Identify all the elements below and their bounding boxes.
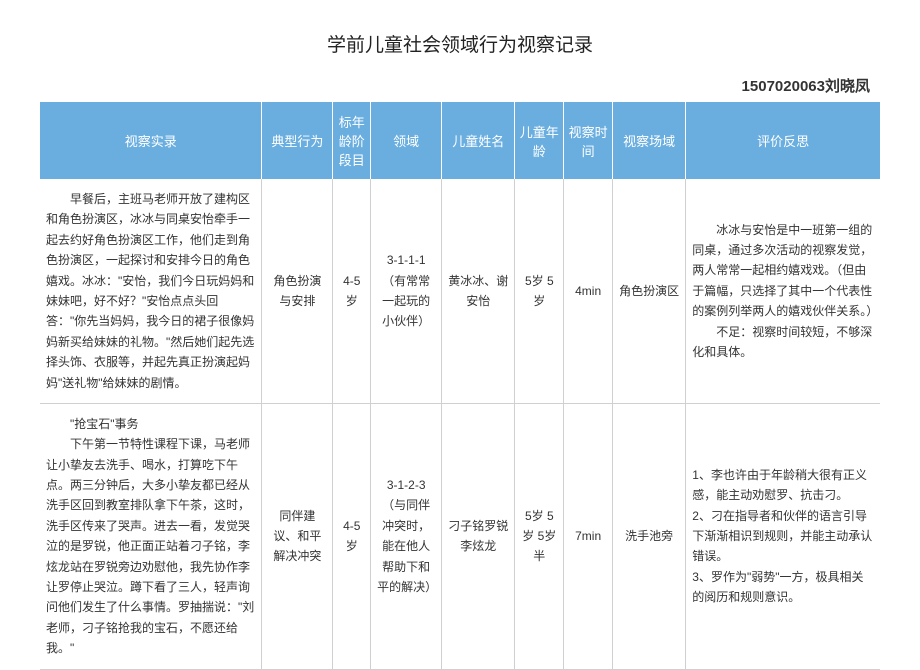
- reflect-p1: 冰冰与安怡是中一班第一组的同桌，通过多次活动的视察发觉，两人常常一起相约嬉戏戏。…: [692, 220, 874, 322]
- observe-body: 下午第一节特性课程下课，马老师让小挚友去洗手、喝水，打算吃下午点。两三分钟后，大…: [46, 434, 255, 658]
- header-row: 视察实录 典型行为 标年龄阶段目 领域 儿童姓名 儿童年龄 视察时间 视察场域 …: [40, 102, 880, 179]
- table-row: 早餐后，主班马老师开放了建构区和角色扮演区，冰冰与同桌安怡牵手一起去约好角色扮演…: [40, 179, 880, 403]
- cell-child-name: 刁子铭罗锐李炫龙: [442, 403, 515, 669]
- header-age-stage: 标年龄阶段目: [333, 102, 371, 179]
- header-reflect: 评价反思: [686, 102, 880, 179]
- header-place: 视察场域: [613, 102, 686, 179]
- reflect-l3: 3、罗作为"弱势"一方，极具相关的阅历和规则意识。: [692, 567, 874, 608]
- header-child-name: 儿童姓名: [442, 102, 515, 179]
- reflect-p2: 不足：视察时间较短，不够深化和具体。: [692, 322, 874, 363]
- cell-age-stage: 4-5岁: [333, 179, 371, 403]
- cell-behavior: 同伴建议、和平解决冲突: [262, 403, 333, 669]
- cell-child-age: 5岁 5岁: [515, 179, 564, 403]
- observation-table: 视察实录 典型行为 标年龄阶段目 领域 儿童姓名 儿童年龄 视察时间 视察场域 …: [40, 102, 880, 670]
- cell-observe: 早餐后，主班马老师开放了建构区和角色扮演区，冰冰与同桌安怡牵手一起去约好角色扮演…: [40, 179, 262, 403]
- header-domain: 领域: [371, 102, 442, 179]
- cell-child-age: 5岁 5岁 5岁半: [515, 403, 564, 669]
- cell-behavior: 角色扮演与安排: [262, 179, 333, 403]
- cell-child-name: 黄冰冰、谢安怡: [442, 179, 515, 403]
- author-line: 1507020063刘晓凤: [40, 75, 880, 96]
- observe-title: "抢宝石"事务: [46, 414, 255, 434]
- cell-place: 洗手池旁: [613, 403, 686, 669]
- cell-reflect: 1、李也许由于年龄稍大很有正义感，能主动劝慰罗、抗击刁。 2、刁在指导者和伙伴的…: [686, 403, 880, 669]
- header-behavior: 典型行为: [262, 102, 333, 179]
- cell-place: 角色扮演区: [613, 179, 686, 403]
- reflect-l2: 2、刁在指导者和伙伴的语言引导下渐渐相识到规则，并能主动承认错误。: [692, 506, 874, 567]
- author-name: 刘晓凤: [825, 78, 870, 95]
- cell-time: 7min: [564, 403, 613, 669]
- page-title: 学前儿童社会领域行为视察记录: [40, 30, 880, 57]
- cell-age-stage: 4-5岁: [333, 403, 371, 669]
- header-observe: 视察实录: [40, 102, 262, 179]
- cell-domain: 3-1-2-3（与同伴冲突时，能在他人帮助下和平的解决）: [371, 403, 442, 669]
- cell-observe: "抢宝石"事务 下午第一节特性课程下课，马老师让小挚友去洗手、喝水，打算吃下午点…: [40, 403, 262, 669]
- header-child-age: 儿童年龄: [515, 102, 564, 179]
- cell-reflect: 冰冰与安怡是中一班第一组的同桌，通过多次活动的视察发觉，两人常常一起相约嬉戏戏。…: [686, 179, 880, 403]
- header-time: 视察时间: [564, 102, 613, 179]
- author-id: 1507020063: [742, 78, 825, 95]
- reflect-l1: 1、李也许由于年龄稍大很有正义感，能主动劝慰罗、抗击刁。: [692, 465, 874, 506]
- cell-domain: 3-1-1-1（有常常一起玩的小伙伴）: [371, 179, 442, 403]
- cell-time: 4min: [564, 179, 613, 403]
- table-row: "抢宝石"事务 下午第一节特性课程下课，马老师让小挚友去洗手、喝水，打算吃下午点…: [40, 403, 880, 669]
